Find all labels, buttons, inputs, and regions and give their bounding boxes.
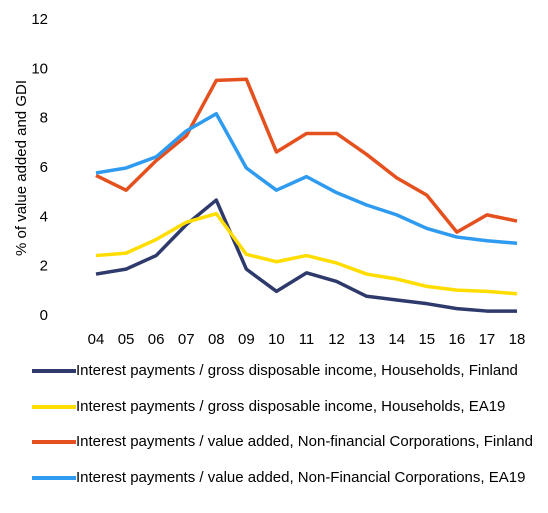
legend-label: Interest payments / gross disposable inc…: [76, 362, 518, 379]
y-tick-label: 8: [40, 110, 48, 127]
legend-item: Interest payments / gross disposable inc…: [32, 362, 548, 398]
x-tick-label: 16: [449, 331, 466, 348]
legend-label: Interest payments / gross disposable inc…: [76, 397, 506, 415]
x-tick-label: 12: [328, 331, 345, 348]
x-tick-label: 13: [358, 331, 375, 348]
y-tick-label: 10: [31, 60, 48, 77]
x-tick-label: 17: [479, 331, 496, 348]
plot: % of value added and GDI 0 2 4 6 8 10 12 04 05 06…: [13, 11, 526, 348]
x-tick-label: 11: [299, 331, 315, 348]
legend-item: Interest payments / gross disposable inc…: [32, 398, 548, 434]
x-tick-label: 09: [238, 331, 255, 348]
y-tick-label: 4: [40, 208, 48, 225]
legend-item: Interest payments / value added, Non-fin…: [32, 433, 548, 469]
legend-swatch: [32, 404, 76, 409]
legend-label: Interest payments / value added, Non-fin…: [76, 433, 533, 450]
series-line: [95, 198, 517, 313]
series-line: [95, 211, 518, 296]
legend-item: Interest payments / value added, Non-Fin…: [32, 469, 548, 505]
x-tick-label: 06: [148, 331, 165, 348]
y-tick-label: 6: [40, 159, 48, 176]
y-tick-label: 12: [31, 11, 48, 28]
x-tick-label: 07: [178, 331, 195, 348]
legend-swatch: [32, 475, 76, 480]
series-line: [95, 77, 518, 234]
x-tick-label: 14: [388, 331, 405, 348]
x-tick-label: 10: [268, 331, 285, 348]
y-axis-label: % of value added and GDI: [13, 80, 30, 256]
x-tick-label: 08: [208, 331, 225, 348]
x-tick-label: 04: [88, 331, 105, 348]
legend-swatch: [32, 369, 76, 373]
legend-swatch: [32, 440, 76, 444]
x-tick-label: 05: [118, 331, 135, 348]
legend-label: Interest payments / value added, Non-Fin…: [76, 468, 526, 486]
x-tick-label: 18: [509, 331, 526, 348]
y-tick-label: 0: [40, 307, 48, 324]
x-tick-label: 15: [418, 331, 435, 348]
series-line: [95, 111, 518, 245]
y-tick-label: 2: [40, 258, 48, 275]
